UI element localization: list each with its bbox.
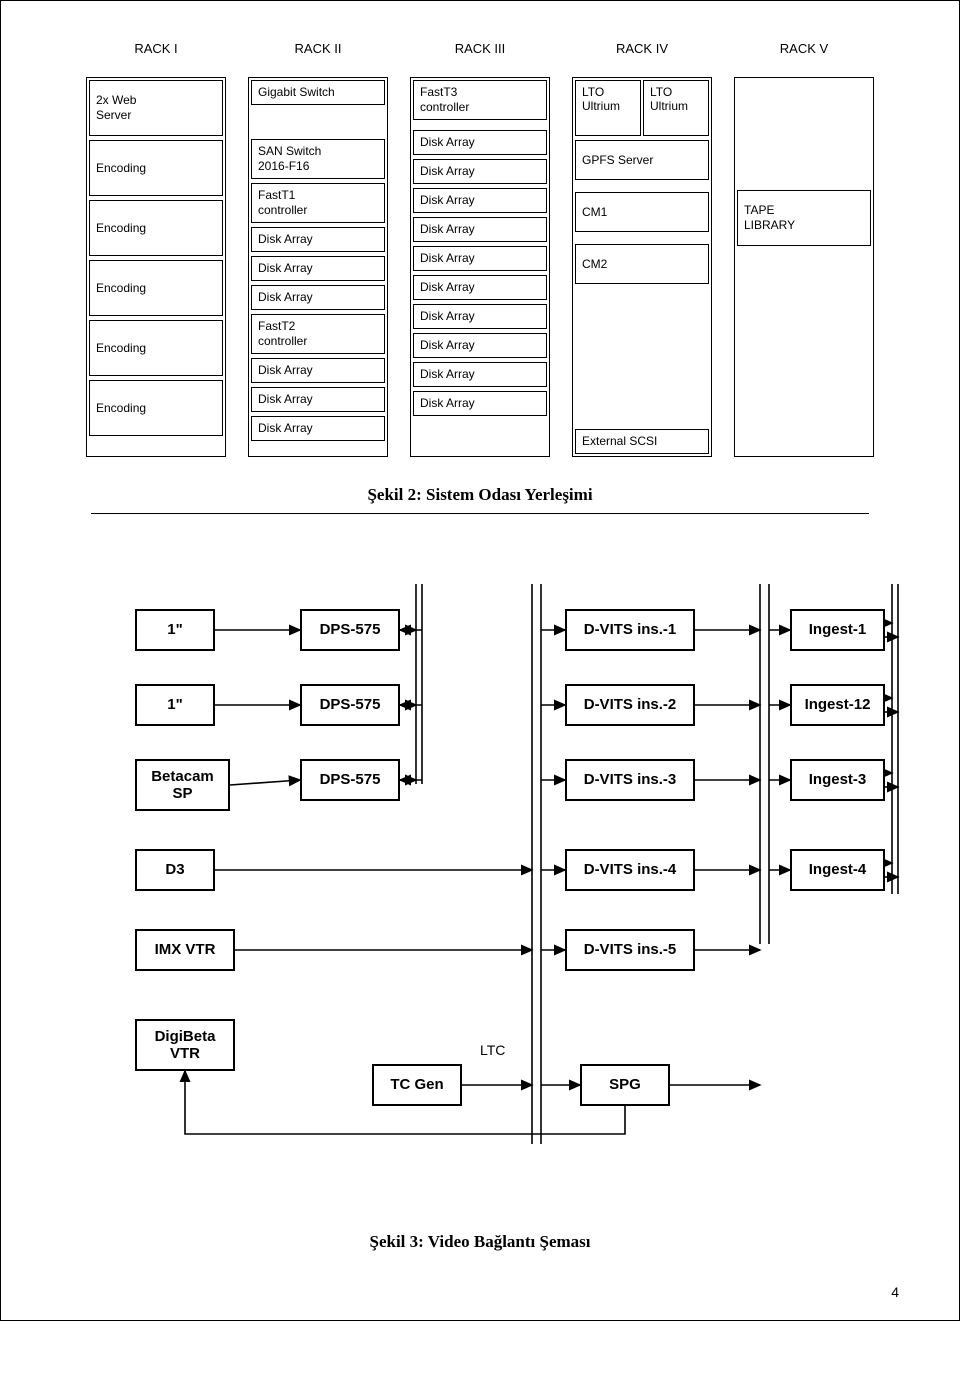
flow-node: D-VITS ins.-5 <box>565 929 695 971</box>
flow-node: DPS-575 <box>300 759 400 801</box>
rack-layout: RACK I2x WebServerEncodingEncodingEncodi… <box>70 41 890 457</box>
rack-cell: Gigabit Switch <box>251 80 385 105</box>
rack-cell: FastT2controller <box>251 314 385 354</box>
rack-cell: Disk Array <box>413 391 547 416</box>
rack-cell: Disk Array <box>251 256 385 281</box>
rack-cell: Disk Array <box>413 217 547 242</box>
rack-box: TAPELIBRARY <box>734 77 874 457</box>
signal-flow-diagram: 1" 1" BetacamSP D3 IMX VTR DigiBetaVTR DPS-575… <box>60 564 900 1204</box>
rack-cell: FastT1controller <box>251 183 385 223</box>
rack-header: RACK IV <box>616 41 668 59</box>
rack-cell: Disk Array <box>251 285 385 310</box>
rack-cell: Encoding <box>89 260 223 316</box>
rack-cell: FastT3controller <box>413 80 547 120</box>
rack-box: LTOUltriumLTOUltriumGPFS Server CM1 CM2 Ext… <box>572 77 712 457</box>
rack-cell: Encoding <box>89 200 223 256</box>
flow-node: 1" <box>135 684 215 726</box>
flow-node: Ingest-12 <box>790 684 885 726</box>
rack-cell: Encoding <box>89 320 223 376</box>
rack-cell: Disk Array <box>413 333 547 358</box>
flow-node: DPS-575 <box>300 684 400 726</box>
flow-node: D-VITS ins.-1 <box>565 609 695 651</box>
rack-column: RACK III FastT3controller Disk Array Disk A… <box>410 41 550 457</box>
rack-cell: SAN Switch2016-F16 <box>251 139 385 179</box>
rack-cell: Disk Array <box>413 159 547 184</box>
rack-cell: Disk Array <box>413 130 547 155</box>
rack-cell: Disk Array <box>251 358 385 383</box>
flow-node: D-VITS ins.-2 <box>565 684 695 726</box>
rack-cell: Disk Array <box>413 304 547 329</box>
rack-cell: Disk Array <box>251 416 385 441</box>
rack-cell: CM1 <box>575 192 709 232</box>
rack-header: RACK II <box>295 41 342 59</box>
rack-header: RACK III <box>455 41 506 59</box>
flow-node: DPS-575 <box>300 609 400 651</box>
caption-fig2: Şekil 3: Video Bağlantı Şeması <box>51 1232 909 1252</box>
page: RACK I2x WebServerEncodingEncodingEncodi… <box>0 0 960 1321</box>
flow-node: Ingest-3 <box>790 759 885 801</box>
rack-cell: Disk Array <box>251 227 385 252</box>
rack-cell: Disk Array <box>413 275 547 300</box>
rack-column: RACK I2x WebServerEncodingEncodingEncodi… <box>86 41 226 457</box>
flow-node: IMX VTR <box>135 929 235 971</box>
flow-node: BetacamSP <box>135 759 230 811</box>
rack-cell: 2x WebServer <box>89 80 223 136</box>
caption-fig1: Şekil 2: Sistem Odası Yerleşimi <box>51 485 909 505</box>
flow-node: D-VITS ins.-3 <box>565 759 695 801</box>
divider <box>91 513 869 514</box>
page-number: 4 <box>891 1284 899 1300</box>
rack-cell: Encoding <box>89 140 223 196</box>
rack-cell: Disk Array <box>251 387 385 412</box>
rack-cell: Disk Array <box>413 246 547 271</box>
rack-cell: Disk Array <box>413 362 547 387</box>
rack-cell: Disk Array <box>413 188 547 213</box>
flow-node: Ingest-4 <box>790 849 885 891</box>
flow-node: DigiBetaVTR <box>135 1019 235 1071</box>
rack-cell: Encoding <box>89 380 223 436</box>
rack-column: RACK V TAPELIBRARY <box>734 41 874 457</box>
ltc-label: LTC <box>480 1042 505 1058</box>
flow-node: Ingest-1 <box>790 609 885 651</box>
flow-node: D-VITS ins.-4 <box>565 849 695 891</box>
flow-node: TC Gen <box>372 1064 462 1106</box>
rack-column: RACK IV LTOUltriumLTOUltriumGPFS Server CM… <box>572 41 712 457</box>
rack-cell: LTOUltrium <box>643 80 709 136</box>
rack-cell: TAPELIBRARY <box>737 190 871 246</box>
rack-column: RACK IIGigabit SwitchSAN Switch2016-F16F… <box>248 41 388 457</box>
rack-box: FastT3controller Disk Array Disk Array Disk… <box>410 77 550 457</box>
rack-cell: CM2 <box>575 244 709 284</box>
flow-node: SPG <box>580 1064 670 1106</box>
rack-header: RACK V <box>780 41 828 59</box>
rack-box: Gigabit Switch SAN Switch2016-F16FastT1co… <box>248 77 388 457</box>
flow-node: 1" <box>135 609 215 651</box>
rack-cell: External SCSI <box>575 429 709 454</box>
flow-node: D3 <box>135 849 215 891</box>
rack-cell: GPFS Server <box>575 140 709 180</box>
rack-box: 2x WebServerEncodingEncodingEncodingEnco… <box>86 77 226 457</box>
rack-header: RACK I <box>134 41 177 59</box>
rack-cell: LTOUltrium <box>575 80 641 136</box>
